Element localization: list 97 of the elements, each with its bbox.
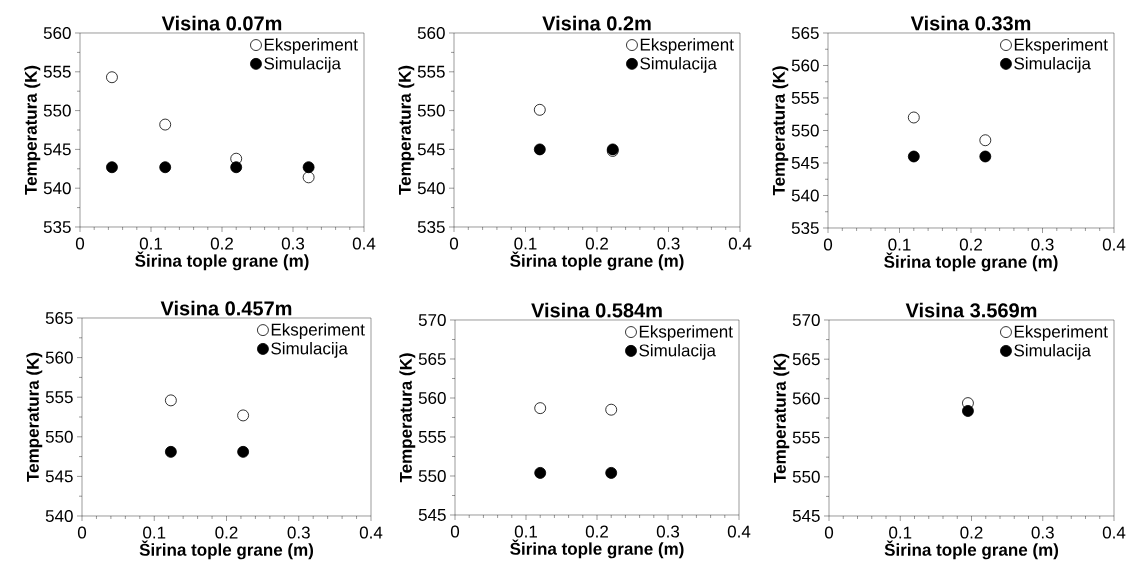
legend-label: Eksperiment [1014,325,1108,342]
y-tick-label: 560 [417,26,445,40]
x-tick-label: 0 [77,526,87,539]
x-tick-label: 0.4 [728,237,752,250]
x-tick-label: 0.4 [727,525,751,538]
y-axis-title: Temperatura (K) [24,65,41,195]
y-tick-label: 550 [45,430,73,443]
y-tick-label: 560 [45,351,73,364]
x-tick-label: 0 [823,238,833,251]
x-tick-label: 0.1 [888,238,911,251]
y-tick-label: 540 [791,189,819,202]
x-tick-label: 0.1 [514,237,537,250]
y-axis-title: Temperatura (K) [773,353,790,483]
chart-title: Visina 0.2m [542,15,651,31]
x-axis-title: Širina tople grane (m) [510,539,684,559]
chart-title: Visina 0.584m [531,302,662,318]
y-tick-label: 565 [791,26,819,40]
y-tick-label: 540 [417,182,445,195]
y-tick-label: 560 [792,392,820,405]
y-tick-label: 570 [792,313,820,327]
x-tick-label: 0.2 [210,237,233,250]
x-tick-label: 0.3 [1031,526,1054,539]
chart-title: Visina 0.33m [910,15,1031,31]
y-tick-label: 545 [418,509,446,521]
x-axis-title: Širina tople grane (m) [139,540,314,560]
y-tick-label: 565 [792,353,820,366]
y-tick-label: 545 [417,143,445,156]
x-tick-label: 0.1 [889,526,912,539]
legend-label: Eksperiment [639,325,733,341]
y-tick-label: 545 [43,143,71,156]
x-tick-label: 0.3 [656,525,680,538]
legend-label: Simulacija [639,343,716,360]
y-tick-label: 545 [792,510,820,522]
y-tick-label: 560 [791,59,819,72]
x-tick-label: 0.4 [1102,238,1126,251]
x-tick-label: 0.2 [959,238,982,251]
legend-label: Eksperiment [640,38,734,54]
x-tick-label: 0.2 [585,525,608,538]
y-axis-title: Temperatura (K) [399,353,416,483]
y-tick-label: 560 [43,26,71,40]
y-axis-title: Temperatura (K) [398,65,415,195]
y-tick-label: 535 [43,220,71,234]
x-tick-label: 0.1 [139,237,162,250]
y-tick-label: 555 [45,391,73,404]
legend-label: Simulacija [1014,56,1091,73]
legend-label: Eksperiment [1014,38,1108,54]
y-tick-label: 540 [43,182,71,195]
x-tick-label: 0.3 [1031,238,1054,251]
y-tick-label: 550 [792,470,820,483]
y-axis-title: Temperatura (K) [26,352,43,482]
y-tick-label: 550 [791,124,819,137]
y-tick-label: 535 [417,220,445,234]
x-axis-title: Širina tople grane (m) [884,252,1058,272]
y-tick-label: 540 [45,509,73,523]
y-tick-label: 550 [417,104,445,117]
y-tick-label: 555 [792,431,820,444]
x-tick-label: 0.3 [281,237,305,250]
legend-label: Eksperiment [264,38,358,54]
chart-title: Visina 0.457m [160,300,292,316]
x-tick-label: 0.4 [359,526,383,539]
x-tick-label: 0.2 [585,237,608,250]
y-tick-label: 555 [417,65,445,78]
x-tick-label: 0.3 [657,237,680,250]
x-tick-label: 0 [449,237,459,250]
x-tick-label: 0.3 [287,526,310,539]
x-tick-label: 0.4 [352,237,376,250]
y-tick-label: 550 [418,469,446,483]
y-tick-label: 570 [418,313,446,327]
chart-title: Visina 3.569m [905,302,1037,318]
x-tick-label: 0 [75,237,85,250]
x-axis-title: Širina tople grane (m) [135,251,309,271]
y-tick-label: 555 [43,65,71,78]
y-axis-title: Temperatura (K) [772,66,789,196]
legend-label: Simulacija [271,342,348,358]
y-tick-label: 535 [791,221,819,235]
x-tick-label: 0 [824,526,834,539]
y-tick-label: 545 [791,157,819,169]
y-tick-label: 565 [45,311,73,325]
y-tick-label: 555 [791,92,819,104]
x-tick-label: 0.2 [960,526,983,539]
y-tick-label: 550 [43,104,71,117]
x-tick-label: 0 [450,525,460,538]
x-tick-label: 0.2 [215,526,238,539]
legend-label: Simulacija [264,56,341,73]
legend-label: Simulacija [640,56,717,73]
x-tick-label: 0.1 [143,526,166,539]
legend-label: Simulacija [1014,343,1091,360]
y-tick-label: 555 [418,431,446,443]
x-axis-title: Širina tople grane (m) [884,540,1059,560]
y-tick-label: 565 [418,352,446,366]
x-tick-label: 0.1 [514,525,537,538]
x-tick-label: 0.4 [1102,526,1126,539]
y-tick-label: 560 [418,391,446,405]
x-axis-title: Širina tople grane (m) [510,251,684,271]
legend-label: Eksperiment [271,323,365,340]
y-tick-label: 545 [45,470,73,483]
chart-title: Visina 0.07m [161,15,282,31]
